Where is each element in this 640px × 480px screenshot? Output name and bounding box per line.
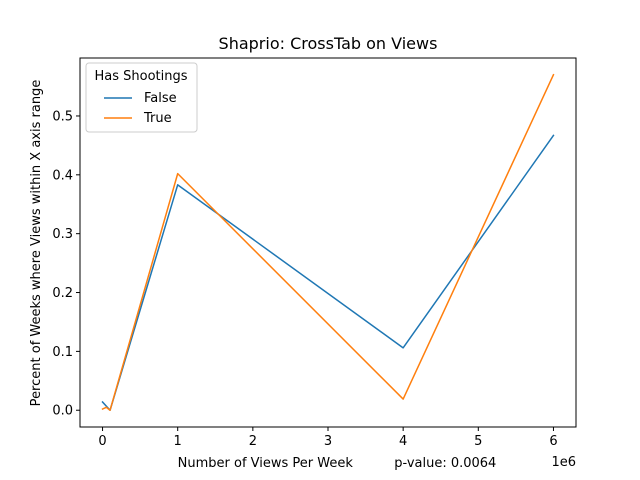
legend-label-true: True [143, 111, 172, 126]
legend: Has Shootings False True [85, 62, 198, 133]
y-tick-label: 0.1 [52, 345, 73, 360]
chart-title: Shaprio: CrossTab on Views [219, 34, 438, 53]
axes-layer: 0 1 2 3 4 5 6 0.0 0.1 0.2 0.3 0.4 0.5 [52, 109, 557, 449]
legend-box [85, 62, 198, 133]
x-tick-label: 3 [324, 434, 332, 449]
series-line-true [101, 73, 555, 411]
x-axis-label: Number of Views Per Week p-value: 0.0064 [178, 456, 497, 471]
x-tick-label: 1 [174, 434, 182, 449]
x-tick-label: 4 [399, 434, 407, 449]
y-axis-label: Percent of Weeks where Views within X ax… [29, 80, 44, 407]
x-tick-label: 5 [474, 434, 482, 449]
y-tick-label: 0.2 [52, 286, 73, 301]
x-tick-label: 2 [249, 434, 257, 449]
y-tick-label: 0.3 [52, 227, 73, 242]
x-tick-label: 0 [98, 434, 106, 449]
plot-layer [101, 73, 555, 411]
y-tick-label: 0.0 [52, 404, 73, 419]
legend-title: Has Shootings [94, 69, 187, 84]
legend-label-false: False [144, 91, 177, 106]
x-tick-label: 6 [549, 434, 557, 449]
y-tick-label: 0.5 [52, 109, 73, 124]
y-tick-label: 0.4 [52, 168, 73, 183]
x-offset-label: 1e6 [551, 455, 576, 470]
